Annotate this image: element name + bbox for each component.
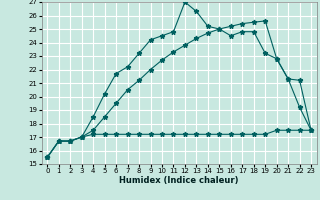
X-axis label: Humidex (Indice chaleur): Humidex (Indice chaleur) xyxy=(119,176,239,185)
